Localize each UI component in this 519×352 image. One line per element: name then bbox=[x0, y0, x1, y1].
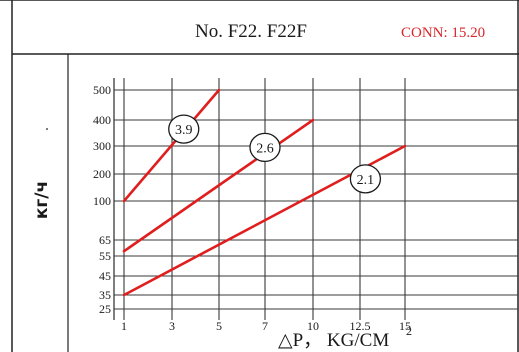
grid bbox=[113, 78, 518, 320]
y-axis-label: кг/ч bbox=[32, 181, 52, 219]
conn-label: CONN: 15.20 bbox=[401, 25, 485, 41]
x-tick-label: 5 bbox=[216, 319, 222, 333]
x-tick-label: 3 bbox=[169, 319, 175, 333]
x-axis-label-superscript: 2 bbox=[406, 324, 412, 338]
x-tick-label: 7 bbox=[262, 319, 268, 333]
y-tick-label: 45 bbox=[99, 269, 111, 283]
y-tick-label: 300 bbox=[93, 139, 111, 153]
series-label: 2.6 bbox=[256, 141, 274, 156]
x-tick-label: 15 bbox=[399, 319, 411, 333]
x-tick-labels: 1 3 5 7 10 12.5 15 bbox=[121, 319, 411, 333]
x-tick-label: 10 bbox=[307, 319, 319, 333]
chart-title: No. F22. F22F bbox=[195, 21, 307, 42]
x-axis-label-group: △P， KG/CM 2 bbox=[278, 324, 412, 351]
marker-dot bbox=[46, 128, 48, 130]
series-label-circle bbox=[168, 114, 200, 144]
y-tick-label: 25 bbox=[99, 302, 111, 316]
y-tick-label: 500 bbox=[93, 83, 111, 97]
y-tick-label: 200 bbox=[93, 167, 111, 181]
series-label: 2.1 bbox=[357, 173, 375, 188]
y-tick-label: 400 bbox=[93, 113, 111, 127]
y-tick-label: 100 bbox=[93, 194, 111, 208]
y-tick-label: 35 bbox=[99, 288, 111, 302]
series-label-circle bbox=[349, 164, 382, 194]
series-line bbox=[122, 88, 221, 203]
series-label-circle bbox=[249, 132, 281, 163]
y-tick-label: 55 bbox=[99, 249, 111, 263]
series-label: 3.9 bbox=[175, 123, 193, 138]
y-tick-label: 65 bbox=[99, 233, 111, 247]
series-line bbox=[122, 118, 315, 253]
series-labels: 3.9 2.6 2.1 bbox=[168, 114, 382, 194]
x-tick-label: 12.5 bbox=[350, 319, 371, 333]
x-tick-label: 1 bbox=[121, 319, 127, 333]
x-axis-label: △P， KG/CM bbox=[278, 330, 389, 351]
